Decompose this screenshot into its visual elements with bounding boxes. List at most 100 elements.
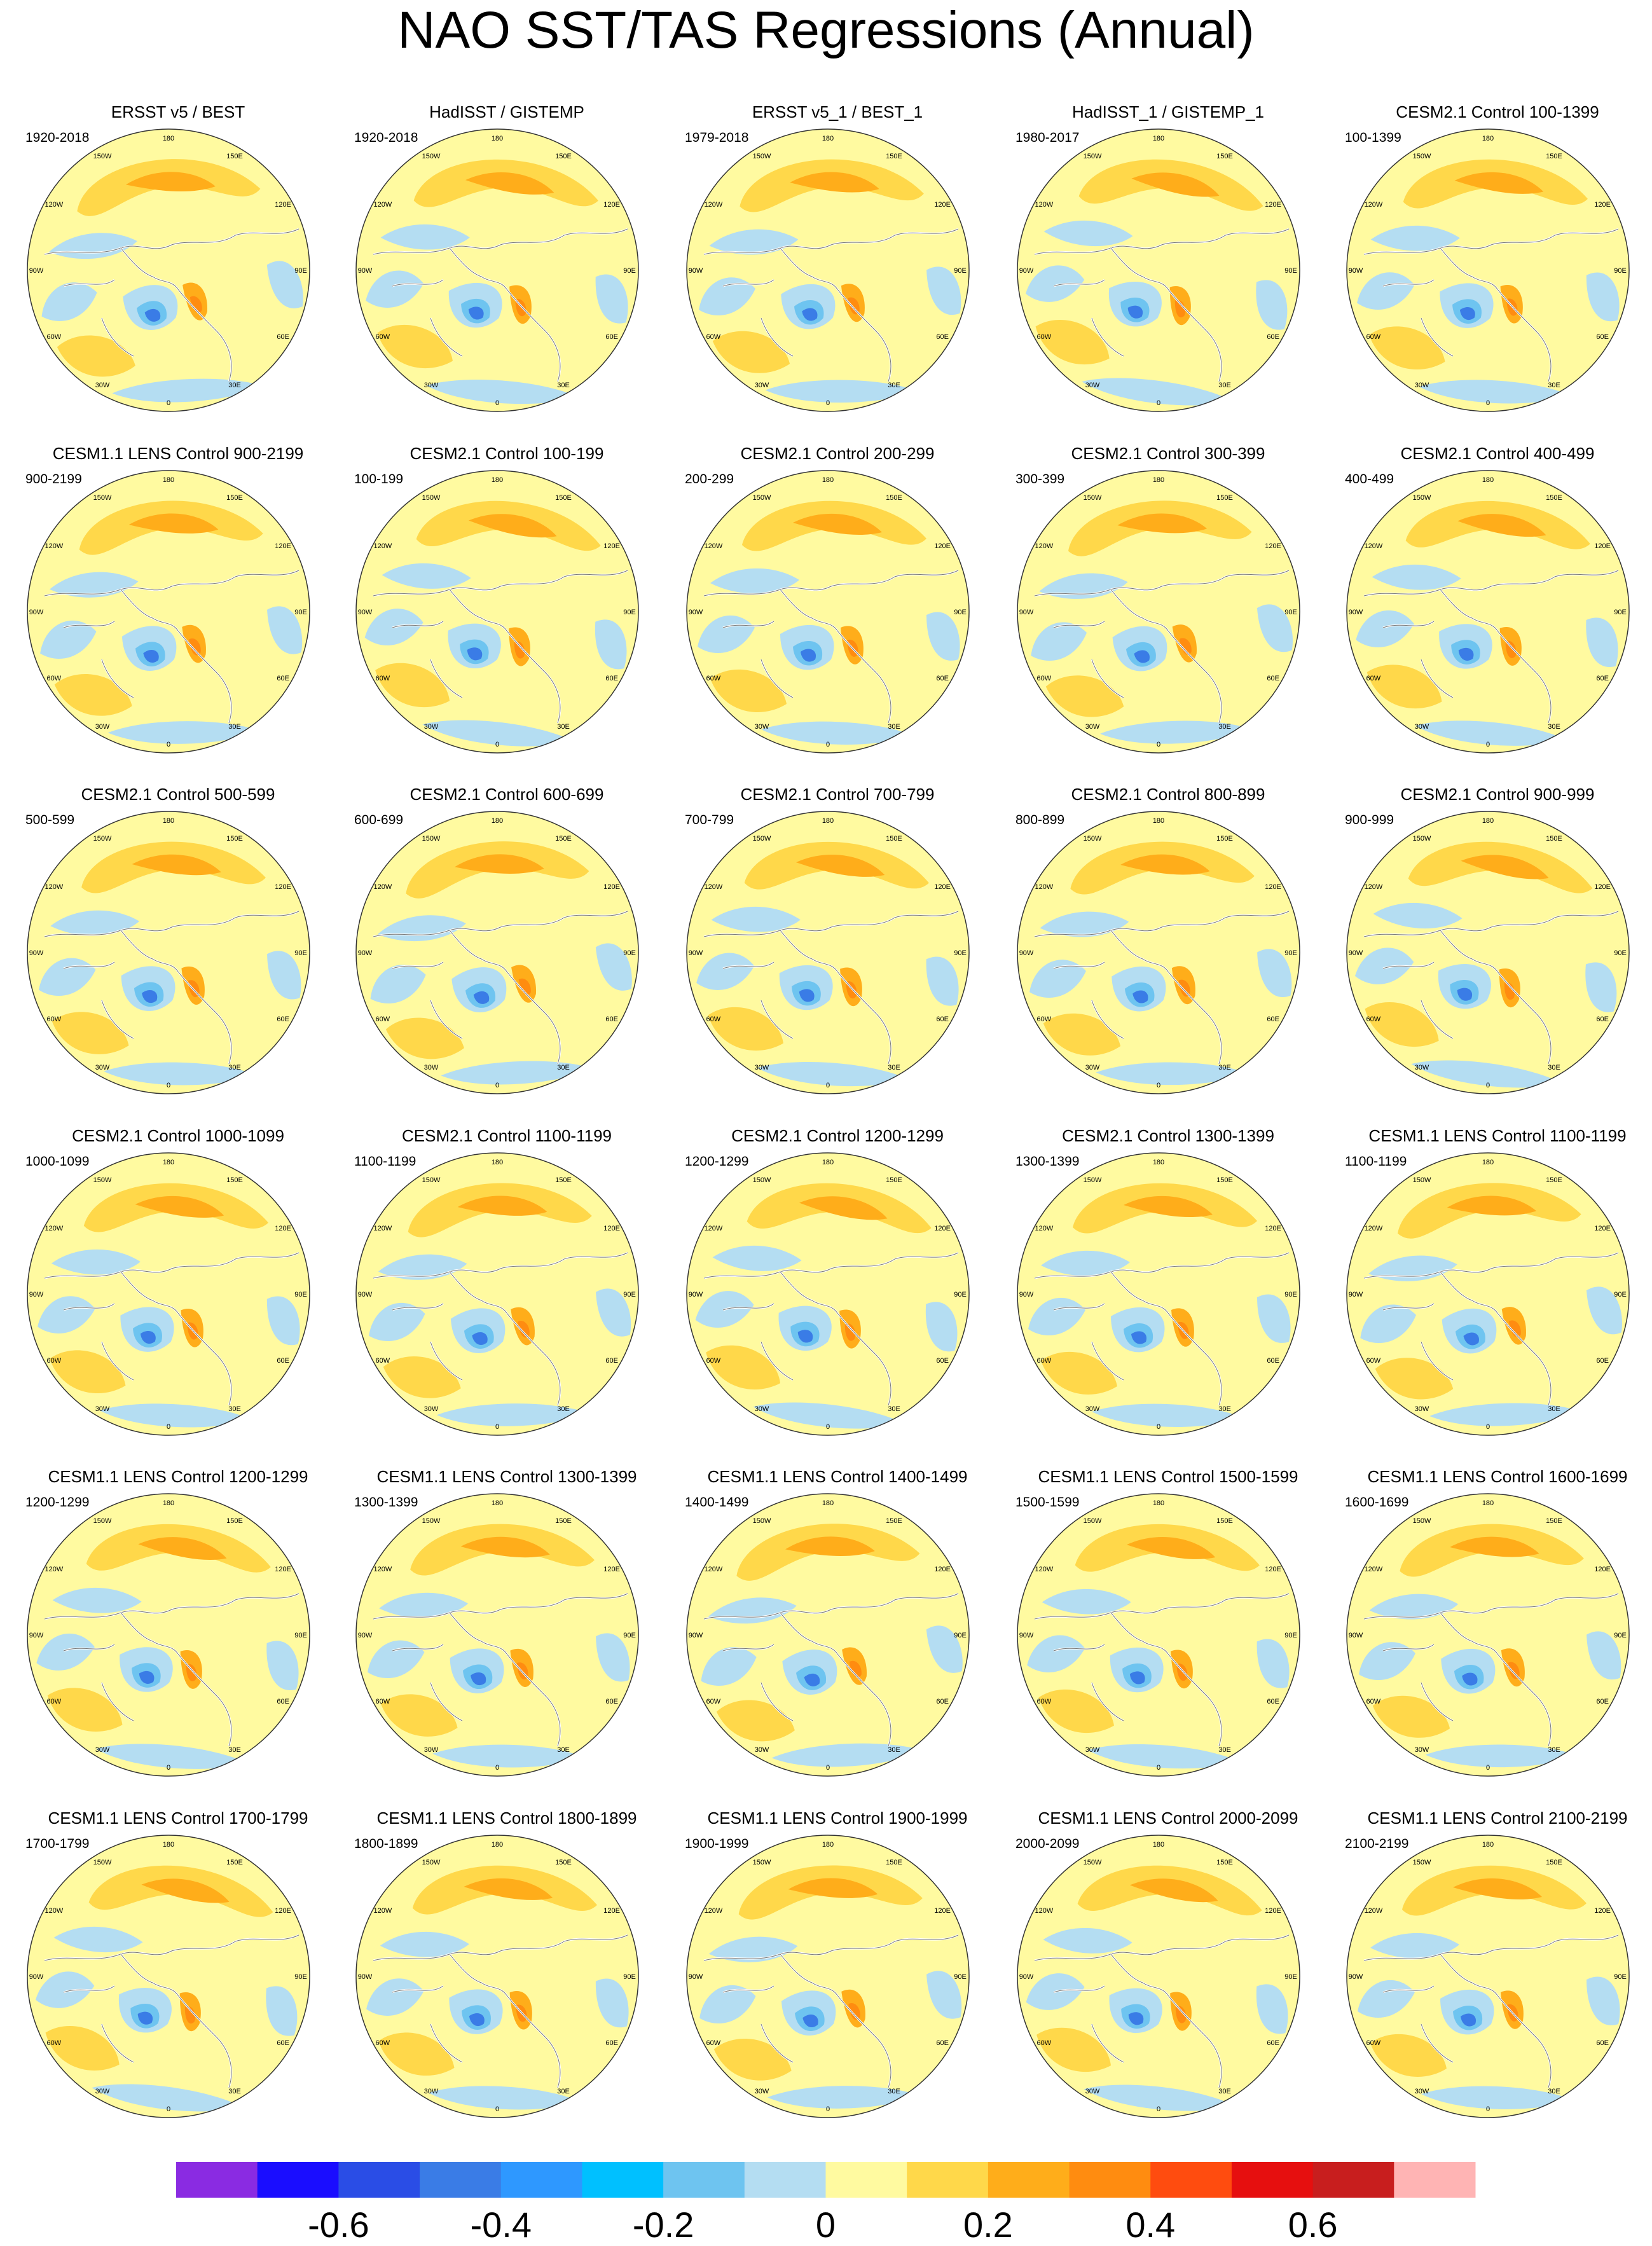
map-border: [1017, 1152, 1300, 1436]
longitude-label: 120E: [1265, 1225, 1281, 1232]
anomaly-field: [1356, 500, 1618, 746]
longitude-label: 90E: [294, 949, 307, 957]
contour-region: [457, 1195, 547, 1216]
polar-map: 180 150E 120E 90E 60E 30E 0 30W 60W 90W 120W 150W: [27, 1493, 310, 1777]
longitude-label: 150E: [1216, 494, 1233, 502]
contour-region: [426, 380, 579, 404]
longitude-label: 0: [495, 1764, 499, 1772]
longitude-label: 120E: [934, 883, 951, 891]
contour-region: [1129, 1671, 1145, 1684]
map-border: [1017, 128, 1300, 412]
longitude-label: 150W: [422, 153, 441, 160]
longitude-label: 90E: [954, 949, 967, 957]
panel-title: CESM1.1 LENS Control 1600-1699: [1367, 1467, 1628, 1486]
contour-region: [189, 638, 201, 656]
colorbar-tick-label: 0.6: [1288, 2205, 1338, 2245]
figure-title: NAO SST/TAS Regressions (Annual): [397, 1, 1255, 59]
coastlines: [44, 910, 299, 1064]
longitude-label: 0: [1157, 1082, 1160, 1089]
longitude-label: 90E: [623, 1291, 636, 1299]
polar-map: 180 150E 120E 90E 60E 30E 0 30W 60W 90W 120W 150W: [686, 1835, 970, 2118]
longitude-label: 180: [1482, 1499, 1494, 1507]
contour-region: [1372, 564, 1461, 590]
longitude-label: 120W: [1035, 1566, 1053, 1573]
longitude-label: 180: [1153, 817, 1164, 825]
map-panel: CESM2.1 Control 1300-1399 180 150E 120E 90E 6…: [1015, 1126, 1321, 1467]
longitude-label: 60W: [47, 1016, 62, 1023]
coastlines: [1363, 228, 1619, 382]
longitude-label: 30E: [557, 382, 570, 389]
panel-title: CESM2.1 Control 600-699: [410, 785, 604, 804]
contour-region: [428, 2086, 581, 2110]
contour-region: [1360, 1304, 1417, 1343]
polar-map: 180 150E 120E 90E 60E 30E 0 30W 60W 90W 120W 150W: [355, 811, 639, 1094]
polar-map: 180 150E 120E 90E 60E 30E 0 30W 60W 90W 120W 150W: [686, 1152, 970, 1436]
map-border: [1017, 1493, 1300, 1777]
longitude-label: 120W: [704, 1907, 722, 1915]
longitude-label: 60W: [706, 333, 721, 341]
contour-region: [1129, 1878, 1218, 1903]
colorbar-swatch: [744, 2162, 826, 2198]
contour-region: [1082, 378, 1234, 406]
contour-region: [1369, 326, 1445, 369]
contour-region: [1257, 949, 1292, 997]
contour-region: [184, 2006, 195, 2024]
longitude-label: 30E: [1218, 2088, 1231, 2095]
anomaly-field: [1028, 1183, 1291, 1427]
contour-region: [380, 224, 470, 250]
longitude-label: 30W: [1415, 1405, 1429, 1413]
panel-title: CESM2.1 Control 100-1399: [1396, 102, 1599, 121]
contour-region: [1041, 1351, 1117, 1395]
contour-region: [469, 2013, 485, 2026]
longitude-label: 90E: [954, 1632, 967, 1639]
longitude-label: 90W: [689, 1973, 703, 1981]
longitude-label: 120W: [1035, 883, 1053, 891]
map-border: [686, 128, 970, 412]
longitude-label: 90E: [954, 1973, 967, 1981]
map-panel: CESM1.1 LENS Control 1800-1899 180 150E 120…: [354, 1808, 659, 2149]
longitude-label: 60E: [1267, 333, 1279, 341]
longitude-label: 30W: [424, 1746, 439, 1754]
contour-region: [848, 2003, 860, 2020]
contour-region: [140, 1331, 156, 1344]
contour-region: [38, 958, 96, 996]
coastlines: [1363, 1251, 1619, 1406]
anomaly-field: [366, 159, 628, 404]
coastlines: [44, 228, 299, 382]
anomaly-field: [699, 1865, 962, 2109]
longitude-label: 150E: [226, 1517, 243, 1525]
contour-region: [1461, 2013, 1476, 2027]
contour-region: [849, 1660, 862, 1678]
contour-region: [1359, 1642, 1415, 1680]
longitude-label: 90W: [358, 1632, 373, 1639]
longitude-label: 90E: [954, 267, 967, 275]
coastlines: [703, 228, 959, 382]
coastlines: [44, 1934, 299, 2088]
longitude-label: 90W: [689, 949, 703, 957]
longitude-label: 30W: [1415, 1746, 1429, 1754]
longitude-label: 120W: [1035, 201, 1053, 209]
contour-region: [1354, 947, 1414, 984]
contour-region: [77, 159, 261, 216]
panel-years: 1400-1499: [685, 1495, 749, 1510]
contour-region: [377, 324, 453, 369]
longitude-label: 0: [495, 399, 499, 407]
longitude-label: 60E: [277, 1698, 289, 1705]
contour-region: [926, 266, 961, 315]
longitude-label: 120W: [373, 1225, 392, 1232]
longitude-label: 150E: [226, 1859, 243, 1866]
panel-years: 1920-2018: [354, 130, 418, 145]
longitude-label: 60W: [47, 2039, 62, 2047]
longitude-label: 120W: [704, 883, 722, 891]
longitude-label: 150E: [886, 153, 902, 160]
panel-title: CESM2.1 Control 1200-1299: [731, 1126, 944, 1145]
longitude-label: 150E: [226, 1176, 243, 1184]
longitude-label: 90E: [294, 1291, 307, 1299]
map-border: [1346, 811, 1630, 1094]
panel-title: ERSST v5_1 / BEST_1: [752, 102, 923, 121]
longitude-label: 30W: [95, 2088, 110, 2095]
contour-region: [795, 855, 885, 877]
longitude-label: 60W: [47, 1357, 62, 1365]
longitude-label: 0: [167, 1764, 170, 1772]
panel-title: CESM1.1 LENS Control 1500-1599: [1038, 1467, 1298, 1486]
